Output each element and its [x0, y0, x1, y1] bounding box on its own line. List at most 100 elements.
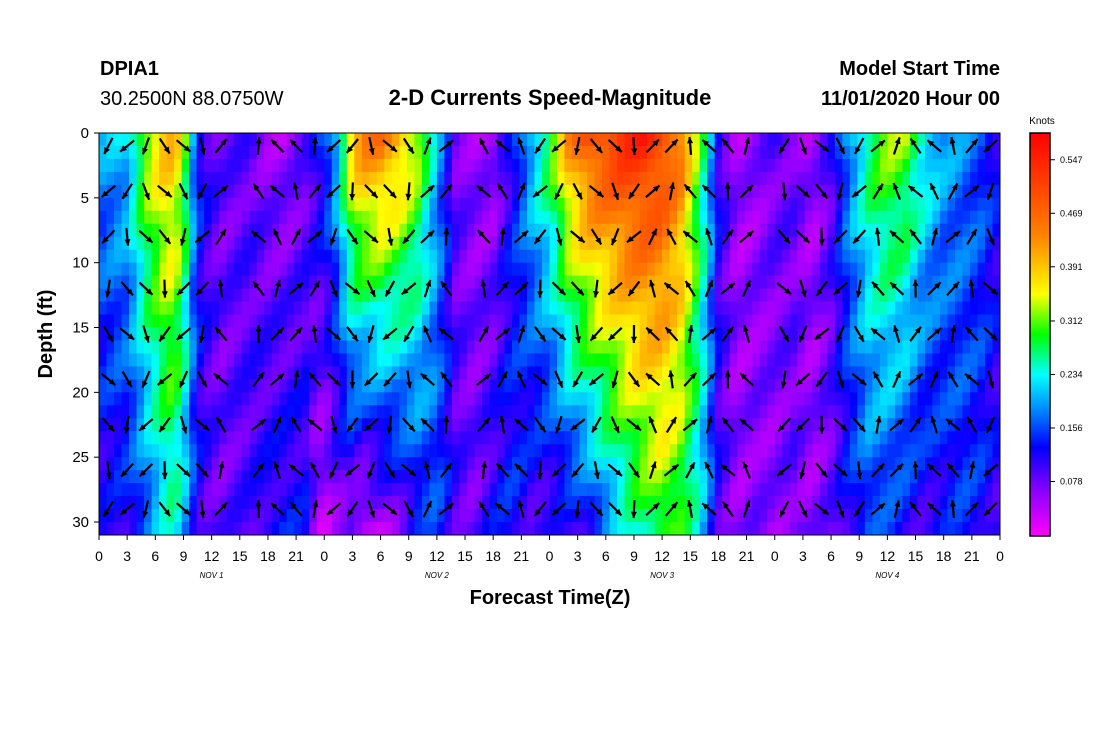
current-arrow — [739, 417, 755, 432]
heat-cell — [722, 301, 731, 316]
heat-cell — [279, 353, 288, 368]
heat-cell — [744, 483, 753, 497]
heat-cell — [301, 457, 310, 471]
heat-cell — [767, 262, 776, 277]
heat-cell — [346, 275, 355, 290]
heat-cell — [534, 496, 543, 510]
heat-cell — [759, 133, 768, 147]
heat-cell — [887, 236, 896, 251]
heat-cell — [549, 210, 558, 225]
heat-cell — [684, 379, 693, 393]
current-arrow — [419, 372, 436, 387]
heat-cell — [481, 145, 491, 160]
heat-cell — [864, 431, 873, 445]
current-arrow — [965, 138, 979, 154]
current-arrow — [742, 461, 751, 479]
heat-cell — [977, 470, 986, 484]
heat-cell — [309, 275, 318, 290]
heat-cell — [917, 509, 926, 523]
heat-cell — [151, 223, 160, 238]
heat-cell — [301, 314, 310, 329]
heat-cell — [159, 379, 168, 393]
heat-cell — [782, 158, 791, 173]
current-arrow — [290, 416, 302, 434]
heat-cell — [196, 444, 205, 458]
heat-cell — [947, 275, 956, 290]
heat-cell — [767, 483, 776, 497]
heat-cell — [984, 418, 994, 432]
heat-cell — [549, 509, 558, 523]
x-tick-label: 0 — [95, 548, 103, 564]
heat-cell — [466, 522, 476, 535]
heat-cell — [234, 184, 243, 199]
heat-cell — [774, 288, 783, 303]
heat-cell — [849, 327, 858, 342]
heat-cell — [924, 314, 934, 329]
heat-cell — [939, 145, 949, 160]
heat-cell — [256, 184, 265, 199]
current-arrow — [105, 461, 112, 480]
heat-cell — [557, 444, 566, 458]
heat-cell — [211, 171, 220, 186]
heat-cell — [977, 496, 986, 510]
heat-cell — [767, 314, 776, 329]
heat-cell — [399, 158, 408, 173]
heat-cell — [834, 431, 843, 445]
heat-cell — [144, 418, 153, 432]
heat-cell — [99, 314, 108, 329]
heat-cell — [481, 249, 491, 264]
current-arrow — [311, 324, 318, 344]
heat-cell — [654, 171, 663, 186]
current-arrow — [344, 463, 361, 477]
heat-cell — [564, 405, 573, 419]
heat-cell — [819, 353, 828, 368]
heat-cell — [504, 340, 513, 355]
heat-cell — [722, 431, 731, 445]
heat-cell — [647, 340, 656, 355]
heat-cell — [729, 275, 738, 290]
heat-cell — [797, 223, 806, 238]
heat-cell — [421, 210, 430, 225]
heat-cell — [932, 314, 941, 329]
heat-cell — [894, 197, 903, 212]
heat-cell — [579, 509, 588, 523]
heat-cell — [174, 184, 183, 199]
heat-cell — [954, 496, 964, 510]
heat-cell — [812, 444, 821, 458]
heat-cell — [166, 392, 175, 406]
heat-cell — [159, 431, 168, 445]
heat-cell — [699, 184, 708, 199]
heat-cell — [947, 418, 956, 432]
heat-cell — [339, 288, 348, 303]
heat-cell — [639, 431, 648, 445]
heat-cell — [669, 470, 678, 484]
heat-cell — [872, 301, 881, 316]
heat-cell — [639, 158, 648, 173]
heat-cell — [857, 158, 866, 173]
heat-cell — [166, 457, 175, 471]
heat-cell — [917, 405, 926, 419]
heat-cell — [969, 288, 979, 303]
heat-cell — [219, 236, 228, 251]
heat-cell — [114, 353, 123, 368]
heat-cell — [969, 431, 979, 445]
heat-cell — [707, 444, 716, 458]
heat-cell — [902, 353, 911, 368]
heat-cell — [677, 483, 686, 497]
current-arrow — [739, 372, 754, 387]
heat-cell — [414, 353, 423, 368]
heat-cell — [722, 288, 731, 303]
heat-cell — [526, 223, 536, 238]
current-arrow — [423, 279, 432, 298]
heat-cell — [812, 249, 821, 264]
heat-cell — [136, 405, 145, 419]
heat-cell — [436, 314, 445, 329]
heat-cell — [181, 353, 190, 368]
heat-cell — [849, 366, 858, 380]
current-arrow — [889, 229, 905, 244]
heat-cell — [99, 158, 108, 173]
heat-cell — [579, 133, 588, 147]
heat-cell — [444, 197, 453, 212]
heat-cell — [196, 301, 205, 316]
heat-cell — [624, 431, 633, 445]
